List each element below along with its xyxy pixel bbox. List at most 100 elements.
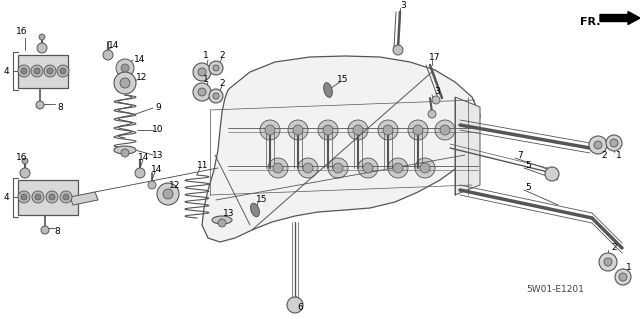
Circle shape xyxy=(198,88,206,96)
Circle shape xyxy=(49,194,55,200)
Circle shape xyxy=(545,167,559,181)
Circle shape xyxy=(328,158,348,178)
Text: 2: 2 xyxy=(601,151,607,160)
Circle shape xyxy=(348,120,368,140)
Circle shape xyxy=(288,120,308,140)
Circle shape xyxy=(440,125,450,135)
Circle shape xyxy=(31,65,43,77)
Circle shape xyxy=(63,194,69,200)
Polygon shape xyxy=(18,180,78,215)
Text: 13: 13 xyxy=(152,151,164,160)
Circle shape xyxy=(303,163,313,173)
Circle shape xyxy=(21,194,27,200)
Circle shape xyxy=(114,72,136,94)
Ellipse shape xyxy=(212,216,232,224)
Circle shape xyxy=(604,258,612,266)
Circle shape xyxy=(20,168,30,178)
Circle shape xyxy=(323,125,333,135)
Circle shape xyxy=(353,125,363,135)
Circle shape xyxy=(363,163,373,173)
Text: 3: 3 xyxy=(434,87,440,97)
Circle shape xyxy=(420,163,430,173)
Circle shape xyxy=(287,297,303,313)
Circle shape xyxy=(415,158,435,178)
Text: 16: 16 xyxy=(16,153,28,162)
Circle shape xyxy=(193,63,211,81)
Circle shape xyxy=(318,120,338,140)
Text: 15: 15 xyxy=(337,76,349,85)
Text: 7: 7 xyxy=(517,152,523,160)
Circle shape xyxy=(606,135,622,151)
Circle shape xyxy=(599,253,617,271)
Circle shape xyxy=(21,68,27,74)
Circle shape xyxy=(121,149,129,157)
Text: 1: 1 xyxy=(203,51,209,61)
Text: 14: 14 xyxy=(151,166,163,174)
Circle shape xyxy=(393,163,403,173)
Circle shape xyxy=(218,219,226,227)
Text: 14: 14 xyxy=(138,152,150,161)
Circle shape xyxy=(157,183,179,205)
Circle shape xyxy=(383,125,393,135)
Circle shape xyxy=(615,269,631,285)
Text: 15: 15 xyxy=(256,196,268,204)
Circle shape xyxy=(432,96,440,104)
Ellipse shape xyxy=(324,83,332,97)
FancyArrow shape xyxy=(600,11,640,25)
Circle shape xyxy=(163,189,173,199)
Circle shape xyxy=(116,59,134,77)
Text: 5: 5 xyxy=(525,183,531,192)
Text: 12: 12 xyxy=(136,73,148,83)
Text: 2: 2 xyxy=(219,79,225,88)
Ellipse shape xyxy=(114,146,136,154)
Circle shape xyxy=(265,125,275,135)
Circle shape xyxy=(37,43,47,53)
Circle shape xyxy=(148,181,156,189)
Circle shape xyxy=(35,194,41,200)
Circle shape xyxy=(46,191,58,203)
Text: 1: 1 xyxy=(203,75,209,84)
Circle shape xyxy=(39,34,45,40)
Text: 5W01-E1201: 5W01-E1201 xyxy=(526,286,584,294)
Text: 16: 16 xyxy=(16,27,28,36)
Circle shape xyxy=(18,65,30,77)
Text: 8: 8 xyxy=(57,102,63,112)
Polygon shape xyxy=(202,56,480,242)
Text: 13: 13 xyxy=(223,209,235,218)
Circle shape xyxy=(103,50,113,60)
Text: 14: 14 xyxy=(134,56,146,64)
Circle shape xyxy=(47,68,53,74)
Circle shape xyxy=(57,65,69,77)
Circle shape xyxy=(619,273,627,281)
Circle shape xyxy=(22,158,28,164)
Circle shape xyxy=(213,93,219,99)
Circle shape xyxy=(44,65,56,77)
Text: FR.: FR. xyxy=(580,17,600,27)
Text: 14: 14 xyxy=(108,41,120,49)
Text: 4: 4 xyxy=(3,192,9,202)
Polygon shape xyxy=(18,55,68,88)
Text: 2: 2 xyxy=(219,50,225,60)
Circle shape xyxy=(60,68,66,74)
Text: 8: 8 xyxy=(54,227,60,236)
Circle shape xyxy=(18,191,30,203)
Text: 1: 1 xyxy=(626,263,632,271)
Circle shape xyxy=(209,89,223,103)
Circle shape xyxy=(333,163,343,173)
Text: 17: 17 xyxy=(429,54,441,63)
Circle shape xyxy=(36,101,44,109)
Text: 3: 3 xyxy=(400,2,406,11)
Polygon shape xyxy=(70,192,98,205)
Text: 12: 12 xyxy=(170,181,180,189)
Circle shape xyxy=(260,120,280,140)
Text: 4: 4 xyxy=(3,66,9,76)
Text: 2: 2 xyxy=(611,243,617,253)
Circle shape xyxy=(120,78,130,88)
Circle shape xyxy=(388,158,408,178)
Circle shape xyxy=(34,68,40,74)
Circle shape xyxy=(435,120,455,140)
Circle shape xyxy=(273,163,283,173)
Circle shape xyxy=(428,110,436,118)
Circle shape xyxy=(393,45,403,55)
Circle shape xyxy=(209,61,223,75)
